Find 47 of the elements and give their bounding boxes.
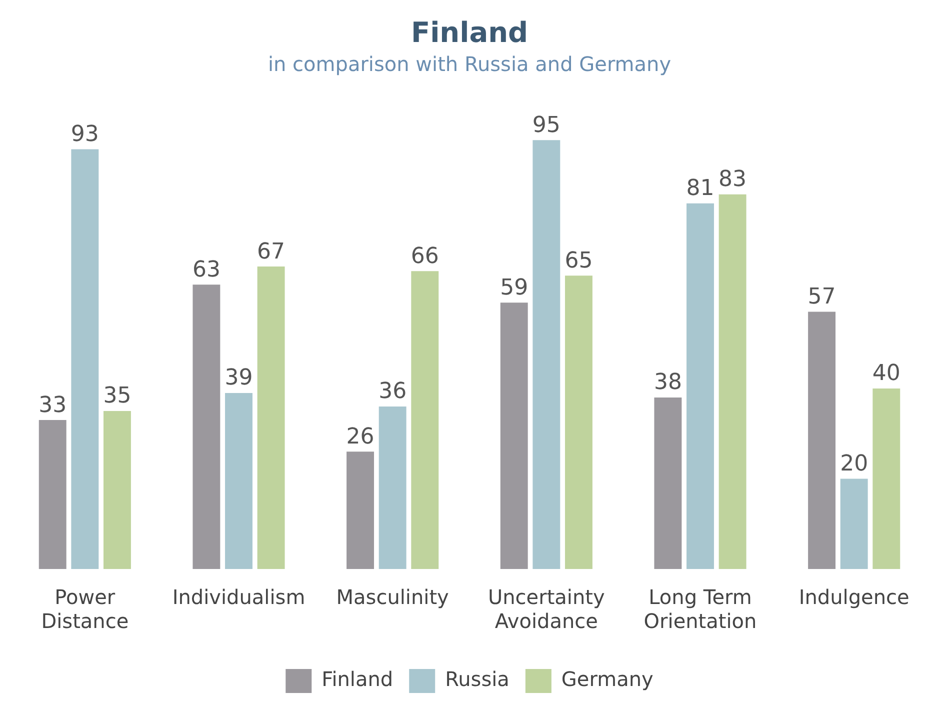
data-label: 40 bbox=[872, 361, 900, 386]
bar bbox=[103, 411, 131, 569]
x-tick-label: Masculinity bbox=[336, 585, 450, 610]
data-label: 81 bbox=[686, 176, 714, 202]
data-label: 26 bbox=[346, 424, 374, 450]
bar bbox=[225, 392, 252, 569]
data-label: 20 bbox=[840, 451, 868, 476]
data-label: 38 bbox=[654, 370, 682, 396]
x-tick-label: Power Distance bbox=[41, 585, 129, 634]
bar bbox=[192, 284, 220, 569]
bar bbox=[411, 271, 439, 569]
bar bbox=[378, 406, 406, 569]
bar bbox=[257, 266, 285, 569]
data-label: 63 bbox=[192, 257, 220, 282]
data-label: 36 bbox=[378, 379, 407, 404]
bar bbox=[38, 420, 66, 569]
bar bbox=[654, 397, 682, 569]
x-tick-label: Individualism bbox=[172, 585, 306, 610]
legend-label: Russia bbox=[445, 667, 510, 692]
x-tick-label: Indulgence bbox=[798, 585, 910, 610]
data-label: 59 bbox=[500, 275, 528, 300]
data-label: 39 bbox=[224, 366, 253, 391]
bar bbox=[808, 312, 836, 569]
data-label: 57 bbox=[808, 284, 836, 310]
bar bbox=[532, 140, 560, 569]
legend-label: Germany bbox=[561, 667, 654, 692]
bar bbox=[686, 203, 714, 569]
data-label: 83 bbox=[718, 167, 747, 192]
x-tick-label: Uncertainty Avoidance bbox=[488, 585, 605, 634]
data-label: 35 bbox=[103, 384, 132, 409]
legend-label: Finland bbox=[322, 667, 394, 692]
data-label: 67 bbox=[257, 239, 286, 264]
bar bbox=[346, 452, 374, 569]
chart-title: Finland bbox=[410, 16, 528, 50]
chart-subtitle: in comparison with Russia and Germany bbox=[268, 52, 672, 76]
data-label: 65 bbox=[564, 248, 593, 274]
bar bbox=[718, 194, 746, 569]
bar bbox=[71, 149, 99, 569]
data-label: 93 bbox=[70, 122, 99, 147]
bar bbox=[564, 276, 592, 569]
x-tick-label: Long Term Orientation bbox=[644, 585, 757, 634]
bar bbox=[840, 478, 868, 569]
bar bbox=[872, 388, 900, 569]
data-label: 66 bbox=[410, 244, 439, 269]
data-label: 33 bbox=[38, 392, 67, 418]
bar bbox=[500, 302, 528, 569]
data-label: 95 bbox=[532, 112, 560, 138]
